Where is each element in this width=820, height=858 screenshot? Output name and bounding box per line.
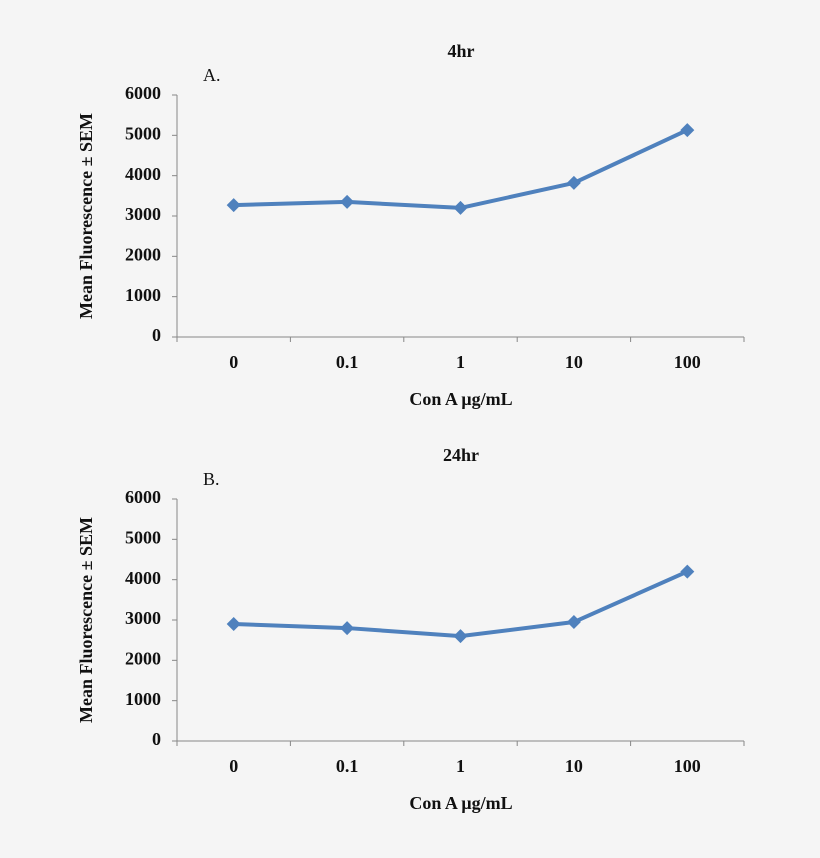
data-line <box>233 569 689 639</box>
x-tick-label: 0 <box>229 756 238 776</box>
data-line <box>233 128 689 210</box>
x-tick-label: 0 <box>229 352 238 372</box>
y-tick-label: 4000 <box>125 568 161 588</box>
x-axis-label: Con A μg/mL <box>409 389 512 409</box>
data-marker <box>226 617 241 632</box>
y-tick-label: 4000 <box>125 164 161 184</box>
x-tick-label: 1 <box>456 756 465 776</box>
data-marker <box>680 564 695 579</box>
data-marker <box>340 621 355 636</box>
x-tick-label: 10 <box>565 352 583 372</box>
y-tick-label: 1000 <box>125 285 161 305</box>
data-marker <box>566 175 581 190</box>
y-axis-label: Mean Fluorescence ± SEM <box>76 517 96 723</box>
data-marker <box>340 194 355 209</box>
x-tick-label: 1 <box>456 352 465 372</box>
x-tick-label: 100 <box>674 352 701 372</box>
x-tick-label: 0.1 <box>336 756 359 776</box>
x-tick-label: 10 <box>565 756 583 776</box>
x-tick-label: 0.1 <box>336 352 359 372</box>
panel-label: A. <box>203 65 221 85</box>
panel-label: B. <box>203 469 220 489</box>
y-tick-label: 1000 <box>125 689 161 709</box>
data-marker <box>680 123 695 138</box>
data-marker <box>566 615 581 630</box>
y-tick-label: 2000 <box>125 648 161 668</box>
y-tick-label: 6000 <box>125 83 161 103</box>
chart-title: 4hr <box>448 41 475 61</box>
y-tick-label: 2000 <box>125 244 161 264</box>
x-axis-label: Con A μg/mL <box>409 793 512 813</box>
y-tick-label: 3000 <box>125 608 161 628</box>
y-tick-label: 0 <box>152 729 161 749</box>
y-tick-label: 3000 <box>125 204 161 224</box>
chart-title: 24hr <box>443 445 479 465</box>
y-tick-label: 6000 <box>125 487 161 507</box>
y-tick-label: 0 <box>152 325 161 345</box>
y-axis-label: Mean Fluorescence ± SEM <box>76 113 96 319</box>
data-marker <box>226 198 241 213</box>
x-tick-label: 100 <box>674 756 701 776</box>
data-marker <box>453 629 468 644</box>
y-tick-label: 5000 <box>125 123 161 143</box>
y-tick-label: 5000 <box>125 527 161 547</box>
data-marker <box>453 200 468 215</box>
